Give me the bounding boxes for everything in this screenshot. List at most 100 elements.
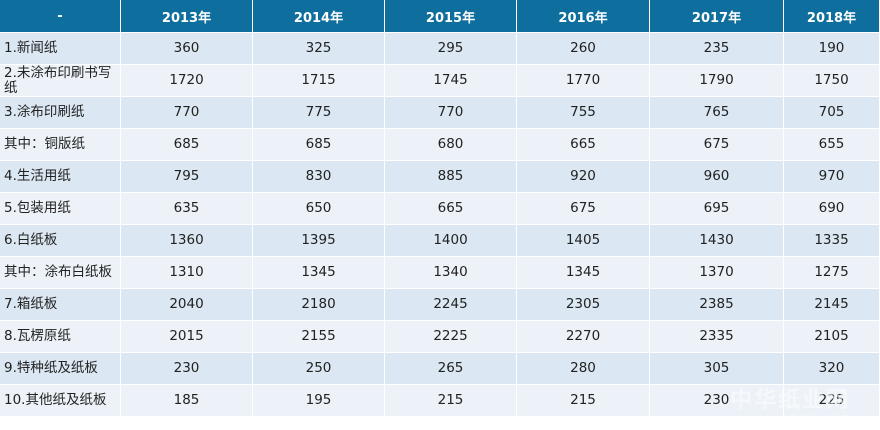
cell-value: 1790 xyxy=(650,65,784,97)
table-row: 10.其他纸及纸板 185 195 215 215 230 225 xyxy=(0,385,880,417)
cell-value: 305 xyxy=(650,353,784,385)
cell-value: 2180 xyxy=(253,289,385,321)
cell-value: 1310 xyxy=(121,257,253,289)
cell-value: 215 xyxy=(385,385,517,417)
cell-value: 360 xyxy=(121,33,253,65)
cell-value: 2270 xyxy=(517,321,650,353)
cell-value: 215 xyxy=(517,385,650,417)
table-row: 其中：涂布白纸板 1310 1345 1340 1345 1370 1275 xyxy=(0,257,880,289)
table-body: 1.新闻纸 360 325 295 260 235 190 2.未涂布印刷书写纸 1720 171… xyxy=(0,33,880,417)
row-label: 2.未涂布印刷书写纸 xyxy=(0,65,121,97)
cell-value: 775 xyxy=(253,97,385,129)
cell-value: 755 xyxy=(517,97,650,129)
cell-value: 185 xyxy=(121,385,253,417)
header-year-2017: 2017年 xyxy=(650,0,784,33)
cell-value: 2305 xyxy=(517,289,650,321)
cell-value: 1275 xyxy=(784,257,880,289)
cell-value: 230 xyxy=(650,385,784,417)
cell-value: 2145 xyxy=(784,289,880,321)
header-year-2014: 2014年 xyxy=(253,0,385,33)
cell-value: 280 xyxy=(517,353,650,385)
cell-value: 650 xyxy=(253,193,385,225)
cell-value: 665 xyxy=(385,193,517,225)
cell-value: 2015 xyxy=(121,321,253,353)
row-label: 8.瓦楞原纸 xyxy=(0,321,121,353)
cell-value: 770 xyxy=(385,97,517,129)
cell-value: 675 xyxy=(517,193,650,225)
cell-value: 1715 xyxy=(253,65,385,97)
cell-value: 675 xyxy=(650,129,784,161)
cell-value: 2385 xyxy=(650,289,784,321)
cell-value: 2225 xyxy=(385,321,517,353)
cell-value: 235 xyxy=(650,33,784,65)
cell-value: 695 xyxy=(650,193,784,225)
header-row: - 2013年 2014年 2015年 2016年 2017年 2018年 xyxy=(0,0,880,33)
row-label: 其中：涂布白纸板 xyxy=(0,257,121,289)
cell-value: 765 xyxy=(650,97,784,129)
cell-value: 1395 xyxy=(253,225,385,257)
header-year-2013: 2013年 xyxy=(121,0,253,33)
cell-value: 2040 xyxy=(121,289,253,321)
cell-value: 320 xyxy=(784,353,880,385)
cell-value: 1360 xyxy=(121,225,253,257)
row-label: 4.生活用纸 xyxy=(0,161,121,193)
cell-value: 1345 xyxy=(517,257,650,289)
cell-value: 230 xyxy=(121,353,253,385)
table-row: 8.瓦楞原纸 2015 2155 2225 2270 2335 2105 xyxy=(0,321,880,353)
cell-value: 690 xyxy=(784,193,880,225)
row-label: 5.包装用纸 xyxy=(0,193,121,225)
table-row: 4.生活用纸 795 830 885 920 960 970 xyxy=(0,161,880,193)
row-label: 6.白纸板 xyxy=(0,225,121,257)
table-row: 1.新闻纸 360 325 295 260 235 190 xyxy=(0,33,880,65)
table-row: 9.特种纸及纸板 230 250 265 280 305 320 xyxy=(0,353,880,385)
cell-value: 1720 xyxy=(121,65,253,97)
cell-value: 1770 xyxy=(517,65,650,97)
cell-value: 795 xyxy=(121,161,253,193)
row-label: 9.特种纸及纸板 xyxy=(0,353,121,385)
header-corner: - xyxy=(0,0,121,33)
table-row: 7.箱纸板 2040 2180 2245 2305 2385 2145 xyxy=(0,289,880,321)
cell-value: 265 xyxy=(385,353,517,385)
table-row: 3.涂布印刷纸 770 775 770 755 765 705 xyxy=(0,97,880,129)
cell-value: 680 xyxy=(385,129,517,161)
row-label: 7.箱纸板 xyxy=(0,289,121,321)
cell-value: 705 xyxy=(784,97,880,129)
header-year-2015: 2015年 xyxy=(385,0,517,33)
cell-value: 2335 xyxy=(650,321,784,353)
cell-value: 1335 xyxy=(784,225,880,257)
paper-production-table: - 2013年 2014年 2015年 2016年 2017年 2018年 1.… xyxy=(0,0,880,417)
cell-value: 1400 xyxy=(385,225,517,257)
cell-value: 830 xyxy=(253,161,385,193)
cell-value: 920 xyxy=(517,161,650,193)
row-label: 3.涂布印刷纸 xyxy=(0,97,121,129)
cell-value: 1370 xyxy=(650,257,784,289)
header-year-2016: 2016年 xyxy=(517,0,650,33)
cell-value: 960 xyxy=(650,161,784,193)
row-label: 10.其他纸及纸板 xyxy=(0,385,121,417)
cell-value: 1745 xyxy=(385,65,517,97)
cell-value: 2155 xyxy=(253,321,385,353)
table-row: 6.白纸板 1360 1395 1400 1405 1430 1335 xyxy=(0,225,880,257)
cell-value: 685 xyxy=(121,129,253,161)
row-label: 其中：铜版纸 xyxy=(0,129,121,161)
cell-value: 885 xyxy=(385,161,517,193)
cell-value: 665 xyxy=(517,129,650,161)
cell-value: 655 xyxy=(784,129,880,161)
cell-value: 250 xyxy=(253,353,385,385)
cell-value: 195 xyxy=(253,385,385,417)
table-row: 其中：铜版纸 685 685 680 665 675 655 xyxy=(0,129,880,161)
cell-value: 770 xyxy=(121,97,253,129)
table-row: 5.包装用纸 635 650 665 675 695 690 xyxy=(0,193,880,225)
cell-value: 295 xyxy=(385,33,517,65)
cell-value: 1340 xyxy=(385,257,517,289)
cell-value: 225 xyxy=(784,385,880,417)
cell-value: 325 xyxy=(253,33,385,65)
cell-value: 2105 xyxy=(784,321,880,353)
cell-value: 970 xyxy=(784,161,880,193)
row-label: 1.新闻纸 xyxy=(0,33,121,65)
cell-value: 1405 xyxy=(517,225,650,257)
cell-value: 1750 xyxy=(784,65,880,97)
cell-value: 1345 xyxy=(253,257,385,289)
cell-value: 190 xyxy=(784,33,880,65)
cell-value: 685 xyxy=(253,129,385,161)
